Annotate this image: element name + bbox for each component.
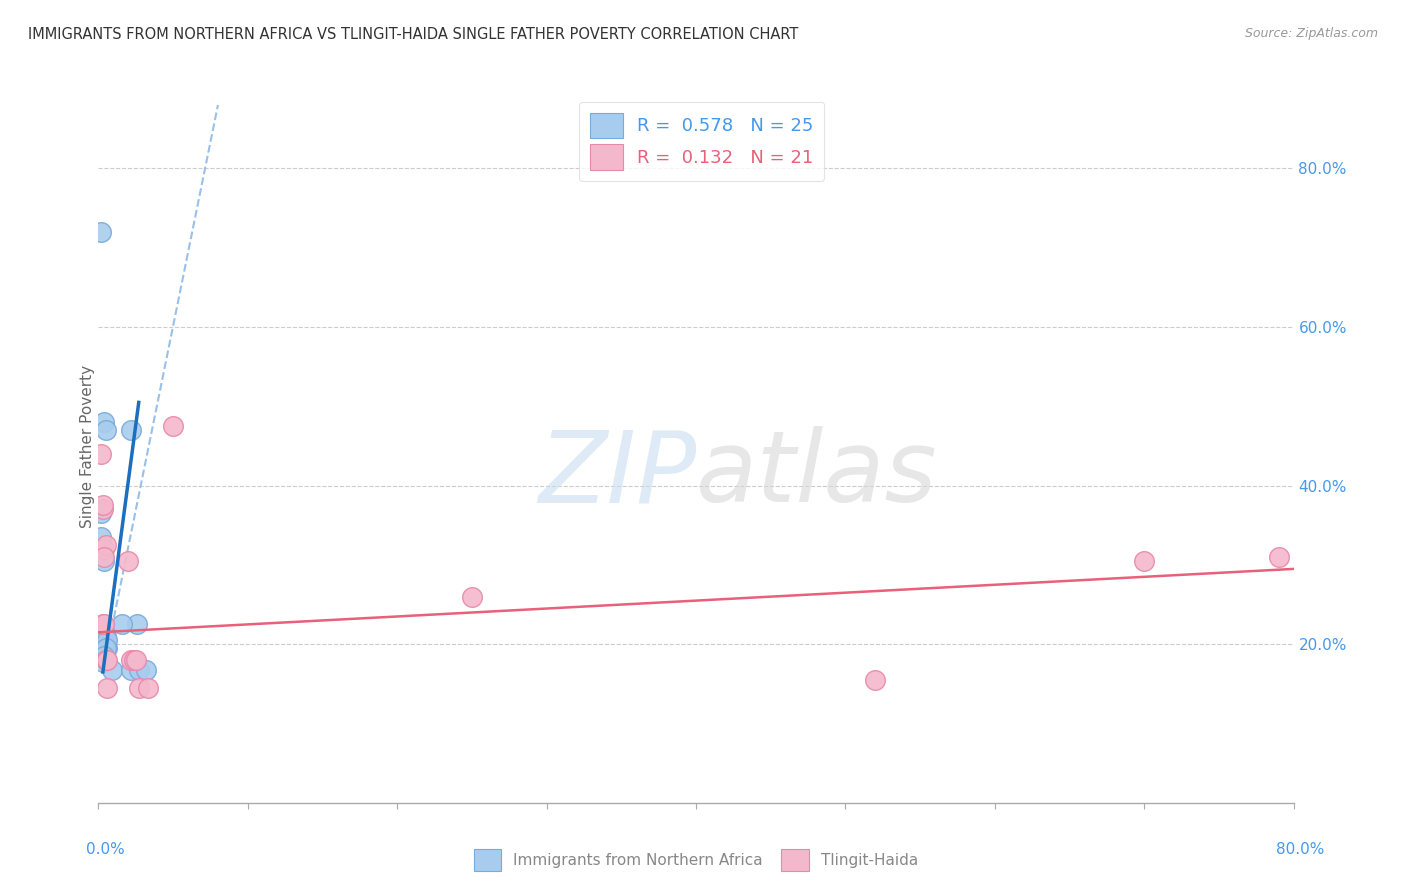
Legend: Immigrants from Northern Africa, Tlingit-Haida: Immigrants from Northern Africa, Tlingit…	[468, 843, 924, 877]
Text: IMMIGRANTS FROM NORTHERN AFRICA VS TLINGIT-HAIDA SINGLE FATHER POVERTY CORRELATI: IMMIGRANTS FROM NORTHERN AFRICA VS TLING…	[28, 27, 799, 42]
Point	[90, 447, 112, 461]
Point	[94, 653, 117, 667]
Point	[93, 633, 115, 648]
Point	[865, 673, 887, 687]
Point	[128, 681, 150, 695]
Point	[94, 538, 117, 552]
Point	[91, 499, 114, 513]
Point	[111, 617, 134, 632]
Point	[91, 655, 114, 669]
Point	[91, 617, 114, 632]
Text: Source: ZipAtlas.com: Source: ZipAtlas.com	[1244, 27, 1378, 40]
Point	[101, 663, 124, 677]
Point	[117, 554, 139, 568]
Point	[93, 549, 115, 564]
Point	[135, 663, 157, 677]
Point	[124, 653, 146, 667]
Text: 0.0%: 0.0%	[86, 842, 125, 856]
Point	[90, 530, 112, 544]
Point	[127, 617, 149, 632]
Point	[93, 554, 115, 568]
Point	[94, 629, 117, 643]
Point	[120, 653, 142, 667]
Point	[96, 681, 118, 695]
Text: 80.0%: 80.0%	[1277, 842, 1324, 856]
Point	[91, 625, 114, 640]
Point	[91, 502, 114, 516]
Point	[461, 590, 484, 604]
Point	[128, 663, 150, 677]
Point	[90, 225, 112, 239]
Point	[96, 633, 118, 648]
Point	[96, 641, 118, 656]
Y-axis label: Single Father Poverty: Single Father Poverty	[80, 365, 94, 527]
Point	[93, 617, 115, 632]
Point	[120, 663, 142, 677]
Point	[125, 653, 148, 667]
Point	[90, 633, 112, 648]
Point	[1267, 549, 1289, 564]
Point	[90, 507, 112, 521]
Point	[94, 641, 117, 656]
Point	[93, 649, 115, 664]
Point	[93, 542, 115, 557]
Point	[1133, 554, 1156, 568]
Text: atlas: atlas	[696, 426, 938, 523]
Point	[120, 423, 142, 437]
Text: ZIP: ZIP	[537, 426, 696, 523]
Point	[91, 641, 114, 656]
Point	[93, 621, 115, 635]
Point	[94, 637, 117, 651]
Point	[96, 653, 118, 667]
Point	[94, 423, 117, 437]
Point	[93, 415, 115, 429]
Point	[162, 419, 184, 434]
Point	[136, 681, 159, 695]
